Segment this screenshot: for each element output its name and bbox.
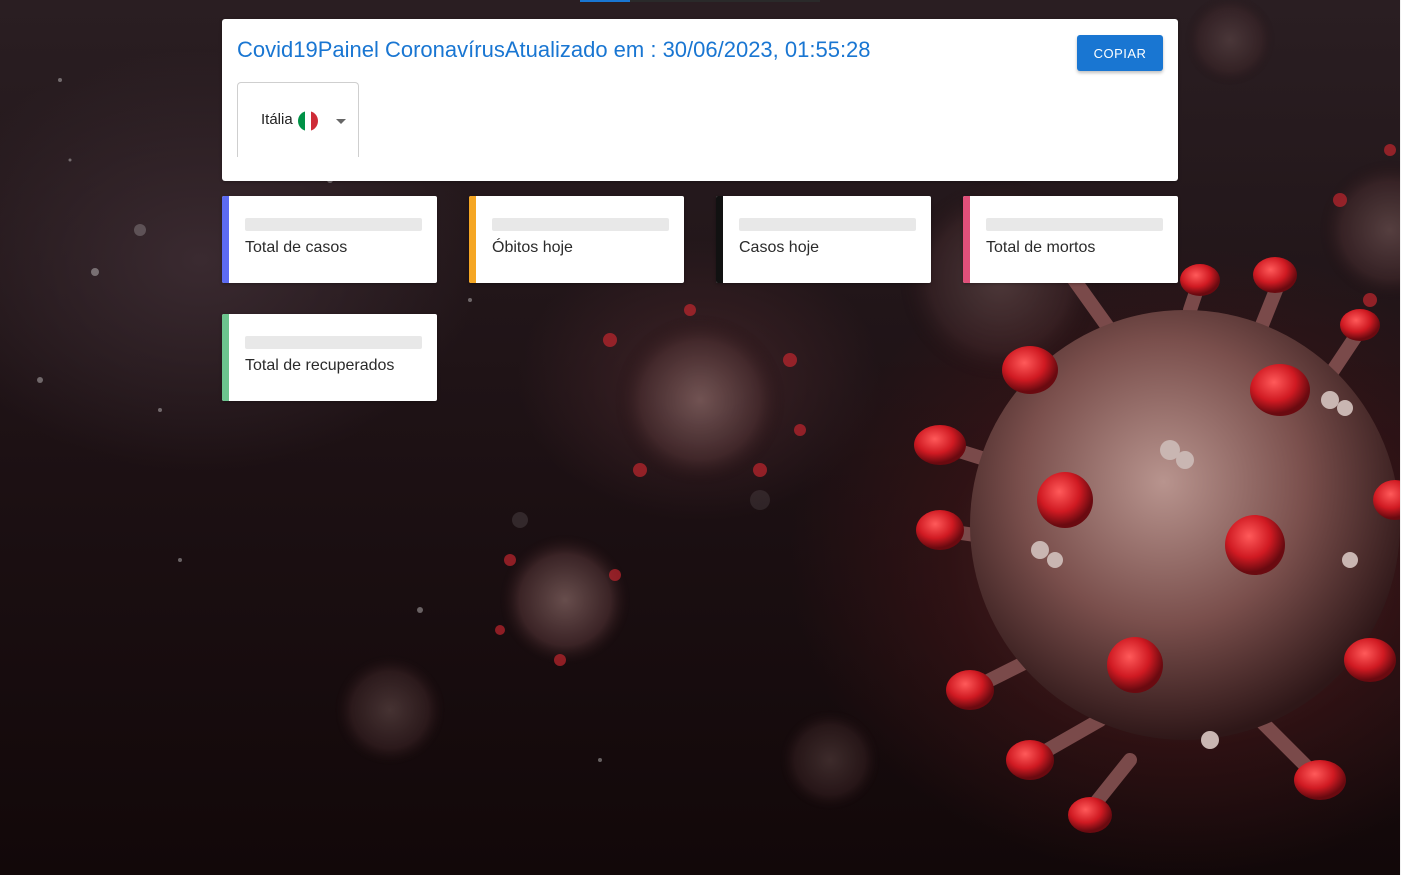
- copy-button[interactable]: COPIAR: [1077, 35, 1163, 71]
- loading-skeleton: [986, 218, 1163, 231]
- loading-skeleton: [245, 218, 422, 231]
- stat-card-accent: [469, 196, 476, 283]
- loading-skeleton: [245, 336, 422, 349]
- header-card: Covid19Painel CoronavírusAtualizado em :…: [222, 19, 1178, 181]
- stat-card-total-deaths: Total de mortos: [963, 196, 1178, 283]
- stat-card-label: Total de mortos: [986, 239, 1096, 256]
- chevron-down-icon: [336, 119, 346, 124]
- stat-card-label: Casos hoje: [739, 239, 820, 256]
- stat-card-accent: [963, 196, 970, 283]
- stat-card-label: Óbitos hoje: [492, 239, 573, 256]
- stat-card-label: Total de casos: [245, 239, 348, 256]
- stat-card-total-cases: Total de casos: [222, 196, 437, 283]
- top-progress-active: [580, 0, 630, 2]
- stat-card-total-recovered: Total de recuperados: [222, 314, 437, 401]
- flag-red-stripe: [311, 111, 318, 131]
- italy-flag-icon: [298, 111, 318, 131]
- country-select-value: Itália: [261, 111, 293, 128]
- flag-white-stripe: [304, 111, 312, 131]
- page-title: Covid19Painel CoronavírusAtualizado em :…: [237, 37, 871, 62]
- flag-green-stripe: [298, 111, 305, 131]
- loading-skeleton: [492, 218, 669, 231]
- stat-card-cases-today: Casos hoje: [716, 196, 931, 283]
- top-progress-indicator: [580, 0, 820, 2]
- stat-card-accent: [716, 196, 723, 283]
- stat-card-label: Total de recuperados: [245, 357, 395, 374]
- stat-card-accent: [222, 314, 229, 401]
- stat-card-accent: [222, 196, 229, 283]
- stat-card-deaths-today: Óbitos hoje: [469, 196, 684, 283]
- country-select[interactable]: Itália: [237, 82, 359, 157]
- loading-skeleton: [739, 218, 916, 231]
